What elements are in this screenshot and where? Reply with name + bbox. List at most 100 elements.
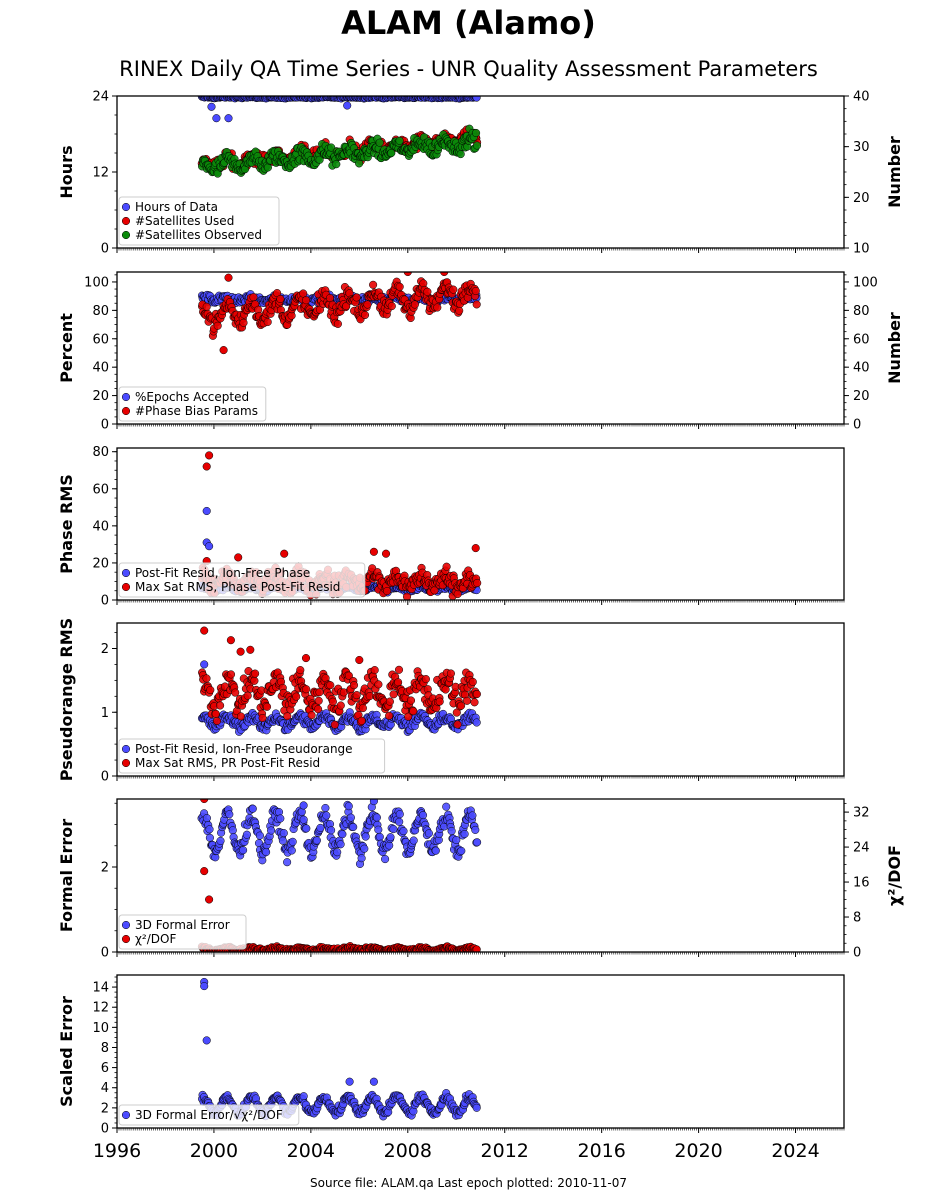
data-point — [246, 645, 255, 654]
y-tick-label: 0 — [101, 594, 109, 609]
data-point — [212, 114, 221, 123]
data-point — [213, 321, 222, 330]
data-point — [409, 836, 418, 845]
data-point — [299, 815, 308, 824]
data-point — [386, 833, 395, 842]
legend-entry: Max Sat RMS, Phase Post-Fit Resid — [135, 580, 340, 594]
data-point — [263, 163, 272, 172]
data-point — [314, 696, 323, 705]
data-point — [470, 698, 479, 707]
y-tick-label: 0 — [101, 770, 109, 785]
y2-tick-label: 80 — [853, 304, 870, 319]
data-point — [352, 293, 361, 302]
legend-box — [118, 738, 386, 774]
data-point — [456, 150, 465, 159]
data-point — [344, 671, 353, 680]
legend-entry: #Satellites Used — [135, 214, 234, 228]
y-axis-label: Pseudorange RMS — [57, 618, 76, 781]
data-point — [200, 626, 209, 635]
data-point — [457, 846, 466, 855]
data-point — [219, 346, 228, 355]
data-point — [262, 848, 271, 857]
data-point — [316, 823, 325, 832]
legend-entry: Hours of Data — [135, 200, 218, 214]
data-point — [369, 280, 378, 289]
data-point — [248, 804, 257, 813]
series-group — [197, 272, 481, 355]
legend-box — [118, 386, 267, 422]
y-axis-label: Percent — [57, 313, 76, 383]
legend-entry: #Satellites Observed — [135, 228, 262, 242]
panel-phase: 0 20 40 60 80 Phase RMS Post-Fit Resid, Ion-Fr… — [57, 445, 845, 609]
data-point — [243, 691, 252, 700]
y-axis-label: Phase RMS — [57, 474, 76, 574]
data-point — [255, 831, 264, 840]
panel-pseudorange: 0 1 2 Pseudorange RMS Post-Fit Resid, Ion-Fr… — [57, 618, 845, 785]
data-point — [395, 817, 404, 826]
y2-axis-label: Number — [885, 136, 904, 208]
y-tick-label: 24 — [92, 90, 109, 105]
y-tick-label: 100 — [84, 275, 109, 290]
y-tick-label: 80 — [92, 304, 109, 319]
y-axis-label: Hours — [57, 145, 76, 198]
data-point — [395, 136, 404, 145]
data-point — [369, 799, 378, 806]
data-point — [236, 712, 245, 721]
data-point — [224, 114, 233, 123]
legend: %Epochs Accepted#Phase Bias Params — [118, 386, 267, 422]
y-tick-label: 0 — [101, 242, 109, 257]
data-point — [205, 833, 214, 842]
data-point — [239, 846, 248, 855]
data-point — [336, 701, 345, 710]
y2-tick-label: 10 — [853, 242, 870, 257]
legend-box — [118, 562, 366, 598]
y-tick-label: 12 — [92, 166, 109, 181]
data-point — [453, 720, 462, 729]
legend-marker — [121, 392, 131, 402]
data-point — [365, 692, 374, 701]
data-point — [202, 814, 211, 823]
data-point — [363, 300, 372, 309]
legend-marker — [121, 568, 131, 578]
legend-box — [118, 196, 280, 246]
data-point — [333, 848, 342, 857]
data-point — [301, 654, 311, 663]
y2-axis-label: Number — [885, 312, 904, 384]
y-tick-label: 20 — [92, 556, 109, 571]
data-point — [333, 319, 342, 328]
data-point — [330, 720, 339, 729]
legend-marker — [121, 582, 131, 592]
data-point — [328, 697, 337, 706]
y-tick-label: 40 — [92, 519, 109, 534]
data-point — [402, 592, 412, 600]
data-point — [452, 835, 461, 845]
data-point — [249, 293, 258, 302]
data-point — [278, 836, 287, 845]
data-point — [409, 707, 418, 716]
data-point — [468, 811, 477, 820]
data-point — [226, 670, 236, 679]
data-point — [224, 273, 233, 282]
y-tick-label: 40 — [92, 361, 109, 376]
data-point — [435, 697, 444, 706]
data-point — [343, 101, 352, 110]
data-point — [462, 696, 472, 705]
data-point — [472, 96, 481, 102]
data-point — [423, 287, 432, 296]
data-point — [206, 685, 215, 695]
data-point — [202, 302, 211, 311]
data-point — [302, 685, 311, 694]
y-tick-label: 0 — [101, 418, 109, 433]
data-point — [262, 702, 272, 711]
data-point — [327, 826, 336, 835]
data-point — [349, 681, 359, 690]
chart-title: ALAM (Alamo) — [341, 4, 596, 42]
data-point — [394, 665, 404, 674]
data-point — [326, 681, 335, 690]
legend-marker — [121, 202, 131, 212]
data-point — [336, 840, 345, 849]
data-point — [332, 160, 341, 169]
data-point — [225, 810, 234, 819]
data-point — [352, 691, 361, 700]
